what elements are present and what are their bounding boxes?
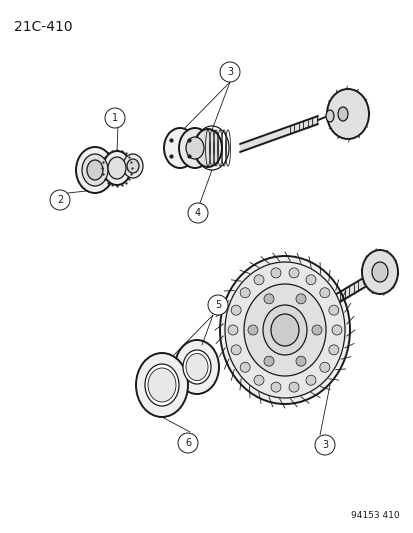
Ellipse shape xyxy=(326,89,368,139)
Circle shape xyxy=(288,382,298,392)
Circle shape xyxy=(105,108,125,128)
Circle shape xyxy=(319,288,329,298)
Text: 1: 1 xyxy=(112,113,118,123)
Circle shape xyxy=(240,362,249,372)
Ellipse shape xyxy=(76,147,114,193)
Circle shape xyxy=(219,62,240,82)
Circle shape xyxy=(328,345,338,355)
Ellipse shape xyxy=(123,154,142,178)
Circle shape xyxy=(178,433,197,453)
Ellipse shape xyxy=(361,250,397,294)
Ellipse shape xyxy=(147,368,176,402)
Ellipse shape xyxy=(175,340,218,394)
Circle shape xyxy=(263,294,273,304)
Text: 3: 3 xyxy=(321,440,327,450)
Circle shape xyxy=(228,325,237,335)
Circle shape xyxy=(254,275,263,285)
Circle shape xyxy=(271,382,280,392)
Ellipse shape xyxy=(183,350,211,384)
Ellipse shape xyxy=(262,305,306,355)
Circle shape xyxy=(271,268,280,278)
Circle shape xyxy=(295,356,305,366)
Circle shape xyxy=(328,305,338,315)
Circle shape xyxy=(295,294,305,304)
Circle shape xyxy=(240,288,249,298)
Circle shape xyxy=(305,375,315,385)
Circle shape xyxy=(50,190,70,210)
Circle shape xyxy=(230,305,240,315)
Text: 4: 4 xyxy=(195,208,201,218)
Ellipse shape xyxy=(108,157,126,179)
Ellipse shape xyxy=(178,128,211,168)
Ellipse shape xyxy=(194,129,221,167)
Ellipse shape xyxy=(185,137,204,159)
Ellipse shape xyxy=(224,262,344,398)
Ellipse shape xyxy=(271,314,298,346)
Ellipse shape xyxy=(87,160,103,180)
Ellipse shape xyxy=(164,128,195,168)
Ellipse shape xyxy=(145,364,178,406)
Circle shape xyxy=(188,203,207,223)
Circle shape xyxy=(314,435,334,455)
Circle shape xyxy=(305,275,315,285)
Text: 2: 2 xyxy=(57,195,63,205)
Ellipse shape xyxy=(103,151,131,185)
Ellipse shape xyxy=(325,110,333,122)
Ellipse shape xyxy=(371,262,387,282)
Ellipse shape xyxy=(219,256,349,404)
Text: 5: 5 xyxy=(214,300,221,310)
Circle shape xyxy=(319,362,329,372)
Ellipse shape xyxy=(185,353,207,381)
Ellipse shape xyxy=(136,353,188,417)
Circle shape xyxy=(247,325,257,335)
Text: 94153 410: 94153 410 xyxy=(351,511,399,520)
Text: 6: 6 xyxy=(185,438,191,448)
Ellipse shape xyxy=(82,154,108,186)
Ellipse shape xyxy=(127,159,139,173)
Text: 3: 3 xyxy=(226,67,233,77)
Circle shape xyxy=(311,325,321,335)
Circle shape xyxy=(207,295,228,315)
Circle shape xyxy=(254,375,263,385)
Circle shape xyxy=(230,345,240,355)
Circle shape xyxy=(288,268,298,278)
Ellipse shape xyxy=(337,107,347,121)
Text: 21C-410: 21C-410 xyxy=(14,20,72,34)
Circle shape xyxy=(331,325,341,335)
Circle shape xyxy=(263,356,273,366)
Ellipse shape xyxy=(243,284,325,376)
